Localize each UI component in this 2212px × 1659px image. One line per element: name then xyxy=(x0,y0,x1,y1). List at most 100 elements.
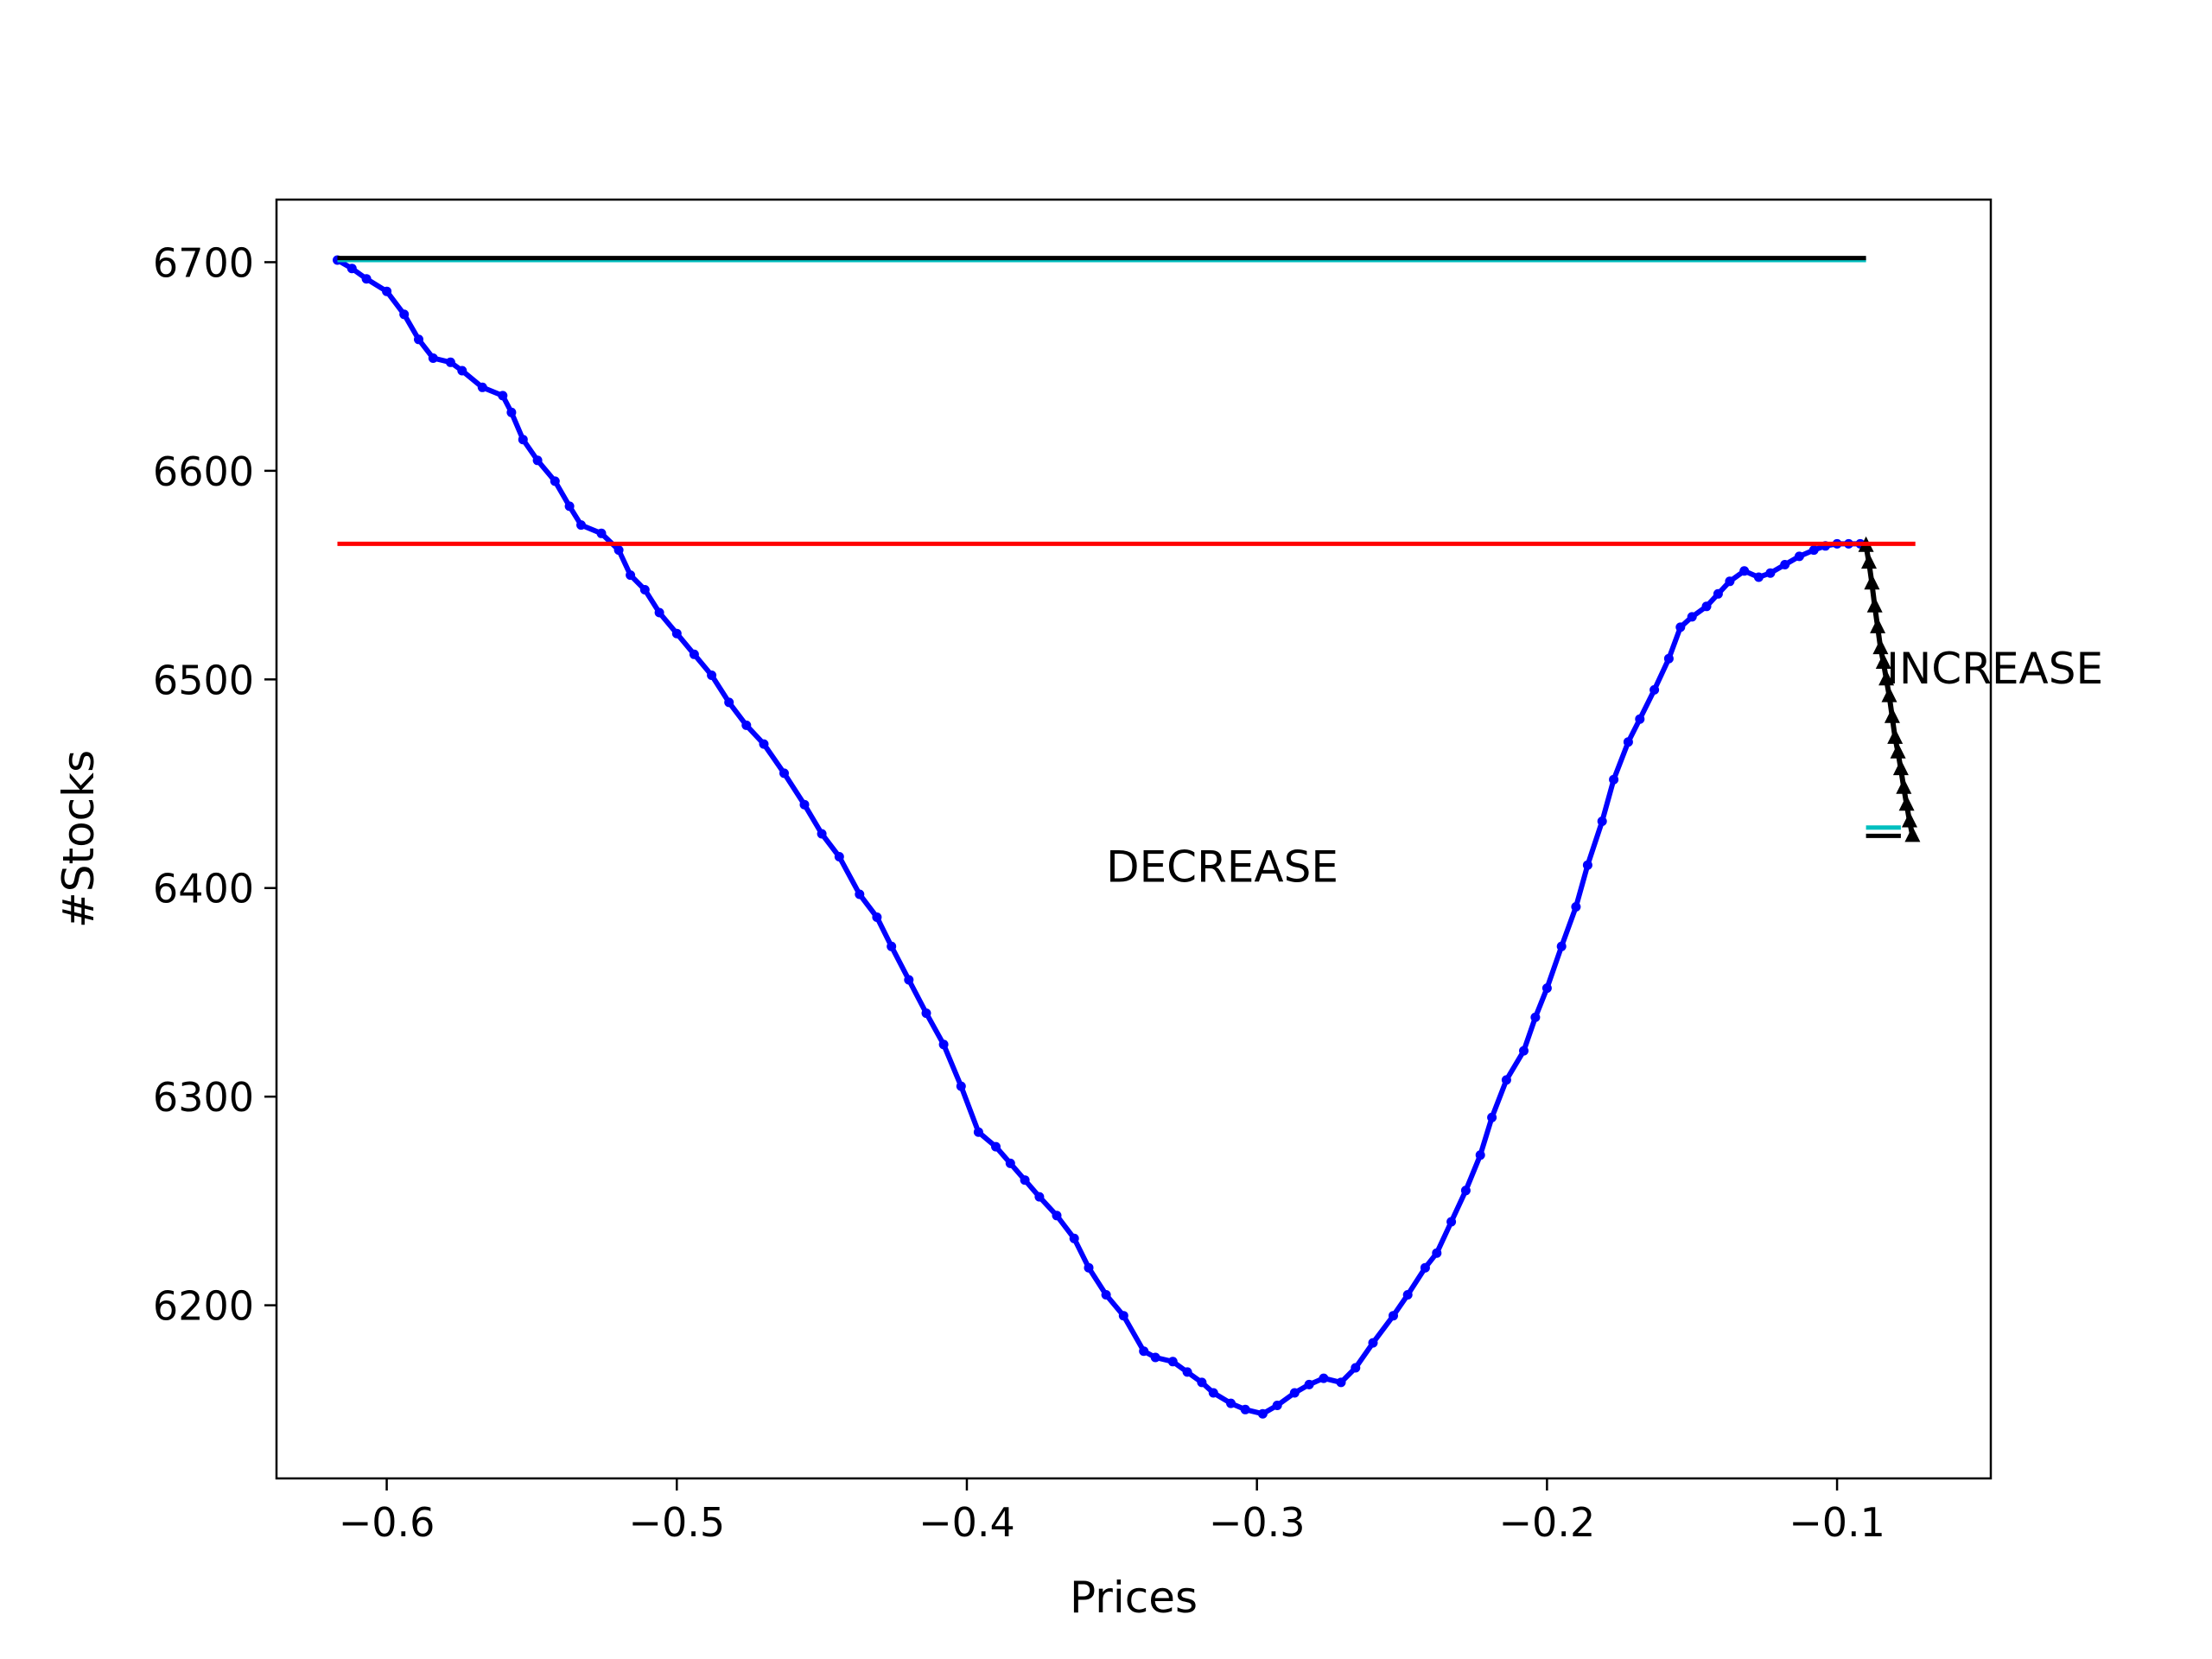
series-0-point xyxy=(550,476,560,486)
series-1-point xyxy=(1870,617,1886,633)
series-0-point xyxy=(1582,860,1592,870)
series-0-point xyxy=(1389,1311,1398,1321)
series-0-point xyxy=(1272,1401,1282,1410)
series-0-point xyxy=(1101,1290,1111,1300)
series-0-point xyxy=(973,1127,983,1137)
series-0-point xyxy=(1713,588,1723,599)
series-0-point xyxy=(654,607,664,618)
series-0-point xyxy=(1240,1404,1250,1414)
y-tick-label: 6700 xyxy=(153,239,254,286)
series-0-point xyxy=(1460,1185,1471,1196)
series-0-point xyxy=(1501,1075,1511,1085)
series-0-point xyxy=(1541,983,1552,994)
series-0-point xyxy=(382,286,392,296)
series-0-point xyxy=(956,1081,966,1091)
series-0-point xyxy=(1052,1211,1062,1221)
series-1-point xyxy=(1898,795,1915,811)
series-0-point xyxy=(639,585,650,594)
series-0-point xyxy=(1765,568,1776,578)
series-0-point xyxy=(1794,551,1804,562)
series-1-point xyxy=(1872,639,1889,655)
series-layer xyxy=(333,255,1921,1419)
series-1-point xyxy=(1887,728,1904,744)
series-1-point xyxy=(1904,826,1921,842)
series-1-point xyxy=(1878,670,1895,686)
series-0-point xyxy=(1402,1290,1413,1300)
series-0-point xyxy=(506,407,517,417)
series-1-point xyxy=(1866,596,1883,613)
series-0-point xyxy=(1519,1046,1529,1056)
series-0-point xyxy=(1368,1338,1378,1348)
plot-area-frame xyxy=(275,198,1993,1480)
series-0-point xyxy=(477,382,487,392)
series-0-point xyxy=(1005,1158,1015,1168)
series-1-point xyxy=(1875,653,1891,669)
x-tick-label: −0.5 xyxy=(628,1499,725,1546)
y-tick-label: 6500 xyxy=(153,657,254,703)
series-0-point xyxy=(1167,1357,1178,1367)
series-0-point xyxy=(1725,576,1735,587)
series-0-point xyxy=(457,365,467,376)
annotations: DECREASE INCREASE xyxy=(1106,644,2103,892)
series-0-point xyxy=(872,912,882,922)
y-axis-label: #Stocks xyxy=(54,750,104,928)
series-0-point xyxy=(1475,1150,1485,1160)
series-0-point xyxy=(1226,1398,1236,1408)
series-0-point xyxy=(1020,1175,1030,1185)
series-0-point xyxy=(626,570,636,581)
annotation-label: INCREASE xyxy=(1886,644,2103,694)
series-0-point xyxy=(1663,653,1674,664)
series-0-point xyxy=(518,435,528,445)
series-0-point xyxy=(1739,566,1750,576)
series-0-point xyxy=(724,697,734,708)
series-1-point xyxy=(1892,760,1909,776)
series-0-point xyxy=(532,455,543,466)
series-1-point xyxy=(1896,778,1912,794)
y-tick-label: 6200 xyxy=(153,1283,254,1330)
series-0-point xyxy=(779,768,789,779)
series-0-point xyxy=(1530,1012,1541,1022)
series-0-point xyxy=(689,649,699,659)
y-tick-label: 6400 xyxy=(153,866,254,912)
series-0-point xyxy=(1319,1373,1329,1383)
series-0-point xyxy=(1556,941,1567,951)
series-0-point xyxy=(1118,1311,1128,1321)
series-0-point xyxy=(1289,1388,1300,1398)
y-axis-ticks: 6200 6300 6400 6500 6600 6700 xyxy=(153,239,276,1330)
series-0-point xyxy=(759,739,769,749)
x-tick-label: −0.1 xyxy=(1789,1499,1885,1546)
series-1-point xyxy=(1890,742,1906,759)
y-tick-label: 6300 xyxy=(153,1074,254,1121)
series-0-point xyxy=(361,274,372,284)
series-0-point xyxy=(904,975,914,985)
series-0-point xyxy=(1150,1352,1160,1363)
series-0-point xyxy=(1139,1346,1149,1357)
series-1-point xyxy=(1902,811,1917,828)
series-0-point xyxy=(1034,1192,1045,1202)
series-0-point xyxy=(799,799,810,810)
series-0-point xyxy=(346,264,357,274)
series-0-point xyxy=(1808,545,1819,556)
series-0-point xyxy=(887,941,897,951)
series-0-point xyxy=(1687,612,1697,622)
series-0-point xyxy=(741,720,752,730)
series-0-point xyxy=(1420,1262,1430,1273)
series-1-point xyxy=(1884,707,1900,723)
series-0-point xyxy=(1623,737,1633,747)
series-0-point xyxy=(1182,1367,1192,1377)
series-0-point xyxy=(938,1039,949,1050)
series-0-point xyxy=(921,1008,931,1019)
series-0-point xyxy=(1446,1217,1457,1227)
series-0-point xyxy=(1304,1379,1314,1389)
series-0-point xyxy=(1069,1233,1079,1243)
series-1-point xyxy=(1861,553,1877,569)
x-tick-label: −0.3 xyxy=(1209,1499,1306,1546)
series-0-point xyxy=(564,501,575,512)
series-0-point xyxy=(1635,714,1645,724)
series-0-point xyxy=(1351,1363,1361,1373)
series-0-point xyxy=(613,545,624,556)
series-0-point xyxy=(1487,1112,1497,1122)
annotation-label: DECREASE xyxy=(1106,842,1338,892)
x-tick-label: −0.2 xyxy=(1499,1499,1596,1546)
series-0-point xyxy=(1597,817,1607,826)
